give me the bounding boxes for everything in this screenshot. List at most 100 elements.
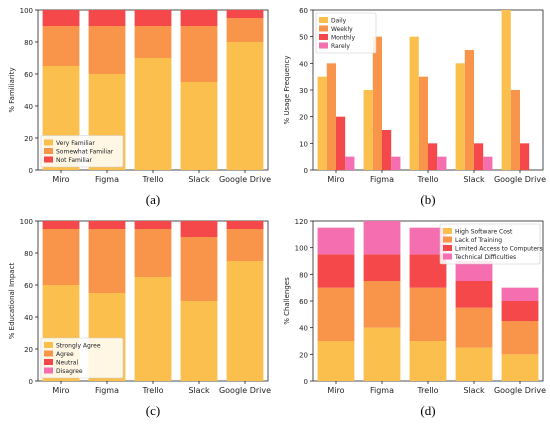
x-tick-label: Figma [95, 175, 119, 184]
bar-segment [42, 26, 80, 66]
panel-c: 0 20 40 60 80 100 % Educational Impact Miro Figm… [0, 211, 275, 426]
y-tick-label: 20 [299, 351, 308, 359]
panel-b: 0 10 20 30 40 50 60 % Usage Frequency Miro Figma T… [275, 0, 550, 215]
legend-swatch [443, 236, 452, 243]
x-tick-label: Miro [327, 386, 344, 395]
bar-segment [134, 277, 172, 381]
x-tick-label: Slack [463, 175, 485, 184]
legend-label: Agree [56, 351, 74, 358]
y-tick-label: 60 [299, 7, 308, 15]
bar-segment [88, 221, 126, 229]
bar-segment [42, 10, 80, 26]
x-tick-label: Miro [327, 175, 344, 184]
bar [510, 90, 520, 170]
panel-label: (b) [420, 192, 435, 207]
bar [372, 36, 382, 170]
x-tick-label: Google Drive [219, 175, 271, 184]
y-tick-label: 120 [295, 218, 308, 226]
bar [501, 10, 511, 170]
bar-segment [363, 281, 401, 328]
bar-segment [409, 341, 447, 381]
bar-segment [363, 221, 401, 255]
bar-segment [501, 287, 539, 301]
bar-segment [317, 227, 355, 255]
y-tick-label: 30 [299, 87, 308, 95]
bar-segment [134, 26, 172, 58]
bar [428, 143, 438, 170]
y-tick-label: 80 [24, 250, 33, 258]
bar [464, 50, 474, 170]
x-tick-label: Trello [416, 175, 438, 184]
x-tick-label: Trello [416, 386, 438, 395]
bar-segment [134, 58, 172, 170]
legend-label: Limited Access to Computers [455, 246, 543, 253]
bar [483, 156, 493, 170]
legend-swatch [443, 228, 452, 234]
legend-swatch [319, 42, 328, 49]
chart-4: 0 20 40 60 80 100 120 % Challenges Miro Figma Trel… [283, 218, 546, 418]
y-tick-label: 10 [299, 140, 308, 148]
legend-swatch [319, 25, 328, 32]
legend-box [40, 337, 124, 379]
bar [437, 156, 447, 170]
y-axis-label: % Usage Frequency [283, 55, 291, 124]
y-tick-label: 50 [299, 34, 308, 42]
bar-segment [226, 261, 264, 381]
bar-segment [317, 341, 355, 381]
legend-label: High Software Cost [455, 229, 513, 236]
y-tick-label: 100 [20, 218, 33, 226]
y-tick-label: 40 [24, 314, 33, 322]
legend-label: Daily [331, 18, 347, 25]
y-axis-label: % Challenges [283, 277, 291, 325]
bar-segment [42, 221, 80, 229]
legend-swatch [44, 350, 53, 357]
bar [455, 63, 465, 171]
legend-label: Neutral [56, 360, 78, 367]
bar-segment [226, 10, 264, 18]
x-tick-label: Slack [463, 386, 485, 395]
bar [520, 143, 530, 170]
y-tick-label: 20 [24, 135, 33, 143]
legend-swatch [44, 359, 53, 365]
bar-segment [455, 347, 493, 381]
legend-swatch [44, 139, 53, 146]
legend-swatch [319, 34, 328, 40]
legend-label: Monthly [331, 35, 355, 42]
legend-label: Technical Difficulties [454, 254, 516, 261]
bar-segment [501, 354, 539, 381]
y-tick-label: 100 [295, 245, 308, 253]
bar-segment [134, 229, 172, 277]
bar [418, 76, 428, 170]
x-tick-label: Figma [370, 175, 394, 184]
legend-swatch [443, 253, 452, 260]
bar [326, 63, 336, 171]
y-tick-label: 100 [20, 7, 33, 15]
bar [336, 116, 346, 170]
legend-label: Weekly [331, 26, 353, 33]
legend-swatch [319, 17, 328, 23]
bar-segment [180, 301, 218, 381]
x-tick-label: Trello [141, 175, 163, 184]
y-tick-label: 40 [24, 103, 33, 111]
legend-swatch [44, 342, 53, 348]
y-tick-label: 80 [299, 271, 308, 279]
x-tick-label: Figma [95, 386, 119, 395]
bar-segment [134, 221, 172, 229]
x-tick-label: Miro [52, 175, 69, 184]
y-axis-label: % Familiarity [8, 67, 16, 112]
bar-segment [226, 42, 264, 170]
panel-d: 0 20 40 60 80 100 120 % Challenges Miro Figma Trel… [275, 211, 550, 426]
panel-label: (a) [146, 192, 160, 207]
chart-3: 0 20 40 60 80 100 % Educational Impact Miro Figm… [8, 218, 271, 418]
bar-segment [42, 229, 80, 285]
bar-segment [455, 281, 493, 308]
bar [317, 76, 327, 170]
bar-segment [455, 261, 493, 281]
bar-segment [180, 82, 218, 170]
bar-segment [317, 254, 355, 288]
bar-segment [226, 221, 264, 229]
legend-swatch [44, 156, 53, 163]
